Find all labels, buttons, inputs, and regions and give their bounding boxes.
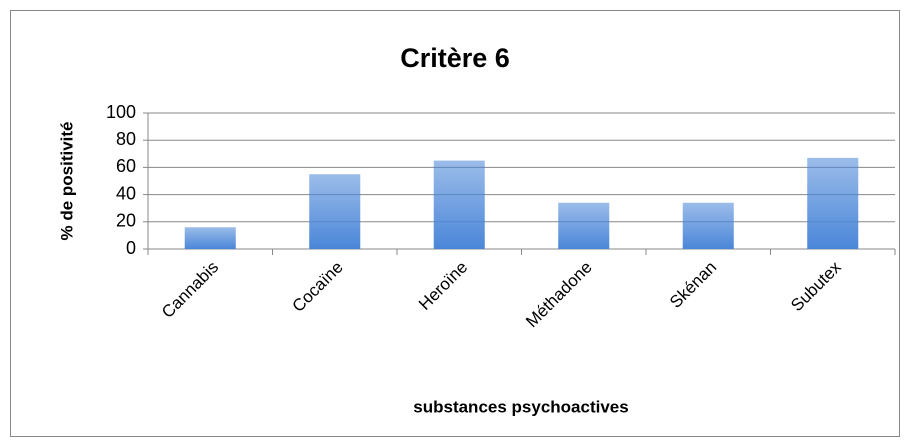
y-tick-label: 40 — [116, 183, 136, 203]
y-tick-label: 60 — [116, 156, 136, 176]
y-tick-label: 20 — [116, 211, 136, 231]
bar — [807, 157, 859, 249]
bar — [184, 227, 236, 249]
chart-title: Critère 6 — [400, 43, 510, 73]
y-tick-label: 80 — [116, 129, 136, 149]
y-tick-label: 100 — [106, 102, 136, 122]
y-axis-label: % de positivité — [57, 121, 76, 240]
bar — [558, 202, 610, 249]
bar — [309, 174, 361, 249]
bar — [682, 202, 734, 249]
x-axis-label: substances psychoactives — [413, 397, 628, 416]
bar — [433, 160, 485, 249]
y-tick-label: 0 — [126, 238, 136, 258]
